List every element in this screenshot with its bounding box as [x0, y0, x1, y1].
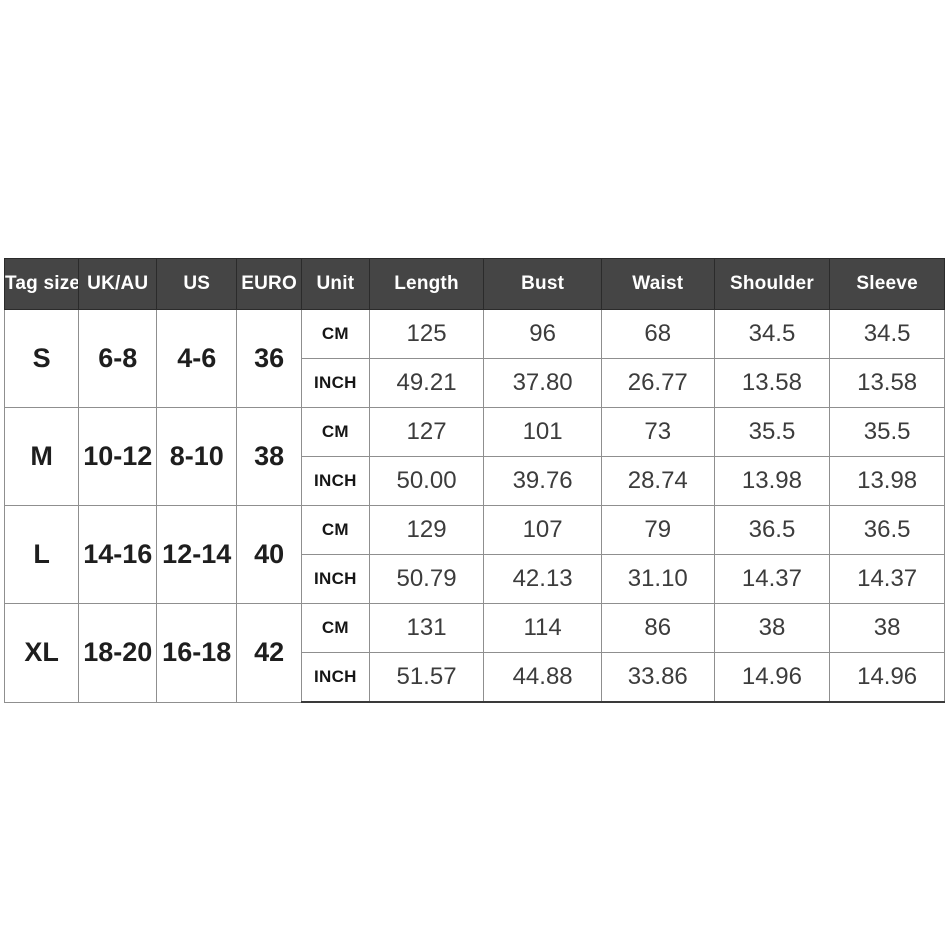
cell-s-inch-bust: 37.80 [483, 358, 602, 408]
cell-l-ukau: 14-16 [78, 505, 158, 604]
cell-xl-cm-bust: 114 [483, 603, 602, 653]
cell-s-cm-sleeve: 34.5 [829, 309, 945, 359]
cell-m-inch-bust: 39.76 [483, 456, 602, 506]
cell-m-inch-sleeve: 13.98 [829, 456, 945, 506]
table-row-l-cm: L 14-16 12-14 40 CM 129 107 79 36.5 36.5 [3, 505, 945, 604]
cell-l-tag: L [3, 505, 80, 604]
cell-l-cm-waist: 79 [600, 505, 715, 555]
cell-l-inch-sleeve: 14.37 [829, 554, 945, 604]
cell-xl-cm-waist: 86 [600, 603, 715, 653]
cell-xl-euro: 42 [236, 603, 303, 703]
header-tag-size: Tag size [3, 258, 80, 310]
cell-m-euro: 38 [236, 407, 303, 506]
header-bust: Bust [483, 258, 602, 310]
cell-l-inch-shoulder: 14.37 [713, 554, 831, 604]
cell-s-inch-length: 49.21 [368, 358, 485, 408]
cell-s-cm-length: 125 [368, 309, 485, 359]
table-row-xl-cm: XL 18-20 16-18 42 CM 131 114 86 38 38 [3, 603, 945, 703]
cell-xl-cm-sleeve: 38 [829, 603, 945, 653]
table-row-xl-inch: INCH 51.57 44.88 33.86 14.96 14.96 [5, 652, 945, 703]
cell-s-inch-waist: 26.77 [600, 358, 715, 408]
cell-m-cm-waist: 73 [600, 407, 715, 457]
header-shoulder: Shoulder [713, 258, 831, 310]
cell-l-inch-waist: 31.10 [600, 554, 715, 604]
cell-m-ukau: 10-12 [78, 407, 158, 506]
cell-xl-inch-length: 51.57 [368, 652, 485, 703]
cell-s-cm-shoulder: 34.5 [713, 309, 831, 359]
cell-xl-inch-bust: 44.88 [483, 652, 602, 703]
cell-l-cm-length: 129 [368, 505, 485, 555]
cell-l-us: 12-14 [156, 505, 238, 604]
cell-m-cm-length: 127 [368, 407, 485, 457]
cell-m-inch-length: 50.00 [368, 456, 485, 506]
cell-m-cm-shoulder: 35.5 [713, 407, 831, 457]
cell-s-unit-cm: CM [301, 309, 370, 359]
cell-m-tag: M [3, 407, 80, 506]
cell-m-us: 8-10 [156, 407, 238, 506]
cell-m-cm-sleeve: 35.5 [829, 407, 945, 457]
table-header-row: Tag size UK/AU US EURO Unit Length Bust … [3, 258, 945, 310]
cell-xl-ukau: 18-20 [78, 603, 158, 703]
header-euro: EURO [236, 258, 303, 310]
cell-s-us: 4-6 [156, 309, 238, 408]
cell-m-unit-inch: INCH [301, 456, 370, 506]
cell-s-tag: S [3, 309, 80, 408]
table-row-s-inch: INCH 49.21 37.80 26.77 13.58 13.58 [5, 358, 945, 408]
header-uk-au: UK/AU [78, 258, 158, 310]
header-waist: Waist [600, 258, 715, 310]
cell-s-unit-inch: INCH [301, 358, 370, 408]
cell-l-cm-shoulder: 36.5 [713, 505, 831, 555]
cell-m-inch-shoulder: 13.98 [713, 456, 831, 506]
cell-s-inch-sleeve: 13.58 [829, 358, 945, 408]
cell-s-inch-shoulder: 13.58 [713, 358, 831, 408]
header-length: Length [368, 258, 485, 310]
cell-l-unit-inch: INCH [301, 554, 370, 604]
table-row-s-cm: S 6-8 4-6 36 CM 125 96 68 34.5 34.5 [3, 309, 945, 408]
cell-m-unit-cm: CM [301, 407, 370, 457]
cell-s-ukau: 6-8 [78, 309, 158, 408]
cell-xl-inch-shoulder: 14.96 [713, 652, 831, 703]
cell-m-cm-bust: 101 [483, 407, 602, 457]
table-row-m-cm: M 10-12 8-10 38 CM 127 101 73 35.5 35.5 [3, 407, 945, 506]
cell-l-euro: 40 [236, 505, 303, 604]
header-us: US [156, 258, 238, 310]
size-chart-table: Tag size UK/AU US EURO Unit Length Bust … [3, 258, 945, 703]
cell-xl-us: 16-18 [156, 603, 238, 703]
cell-xl-cm-shoulder: 38 [713, 603, 831, 653]
cell-xl-unit-inch: INCH [301, 652, 370, 703]
cell-s-euro: 36 [236, 309, 303, 408]
cell-l-cm-sleeve: 36.5 [829, 505, 945, 555]
cell-l-unit-cm: CM [301, 505, 370, 555]
table-row-m-inch: INCH 50.00 39.76 28.74 13.98 13.98 [5, 456, 945, 506]
cell-xl-tag: XL [3, 603, 80, 703]
header-sleeve: Sleeve [829, 258, 945, 310]
cell-s-cm-bust: 96 [483, 309, 602, 359]
cell-l-inch-bust: 42.13 [483, 554, 602, 604]
cell-l-cm-bust: 107 [483, 505, 602, 555]
cell-xl-inch-waist: 33.86 [600, 652, 715, 703]
cell-s-cm-waist: 68 [600, 309, 715, 359]
cell-m-inch-waist: 28.74 [600, 456, 715, 506]
cell-xl-inch-sleeve: 14.96 [829, 652, 945, 703]
header-unit: Unit [301, 258, 370, 310]
table-row-l-inch: INCH 50.79 42.13 31.10 14.37 14.37 [5, 554, 945, 604]
cell-xl-unit-cm: CM [301, 603, 370, 653]
cell-xl-cm-length: 131 [368, 603, 485, 653]
cell-l-inch-length: 50.79 [368, 554, 485, 604]
